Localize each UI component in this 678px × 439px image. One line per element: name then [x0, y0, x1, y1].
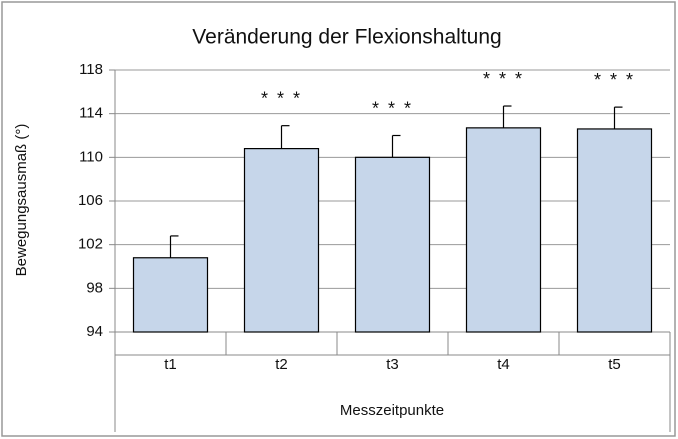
x-tick-label: t1: [164, 356, 177, 373]
x-tick-label: t4: [497, 356, 510, 373]
y-tick-label: 118: [79, 61, 103, 78]
bar: [243, 148, 320, 333]
bar: [465, 127, 542, 333]
x-tick-label: t2: [275, 356, 288, 373]
y-tick-label: 98: [86, 279, 103, 296]
significance-annotation: * * *: [261, 88, 302, 108]
y-tick-label: 102: [78, 236, 103, 253]
bar: [354, 156, 431, 333]
y-axis-label: Bewegungsausmaß (°): [13, 124, 30, 277]
y-tick-label: 106: [78, 192, 103, 209]
x-tick-label: t3: [386, 356, 399, 373]
significance-annotation: * * *: [594, 70, 635, 90]
x-axis-label: Messzeitpunkte: [340, 402, 444, 419]
y-tick-label: 94: [86, 323, 103, 340]
x-tick-label: t5: [608, 356, 621, 373]
y-tick-label: 110: [79, 148, 103, 165]
chart-title: Veränderung der Flexionshaltung: [192, 26, 501, 49]
bar: [576, 128, 653, 333]
bar: [132, 257, 209, 333]
significance-annotation: * * *: [483, 69, 524, 89]
significance-annotation: * * *: [372, 98, 413, 118]
y-tick-label: 114: [79, 105, 103, 122]
